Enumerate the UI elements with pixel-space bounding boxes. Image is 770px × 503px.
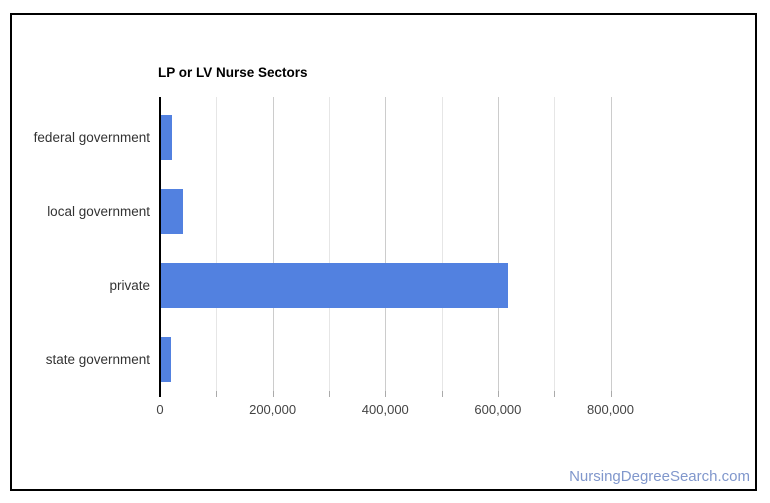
x-tick-label: 400,000 [361, 402, 409, 417]
x-axis-tick [441, 391, 443, 397]
x-axis-tick [497, 391, 499, 397]
major-gridline [610, 97, 612, 391]
bar-state-government[interactable] [161, 337, 172, 382]
x-axis-tick [554, 391, 556, 397]
x-axis-tick [216, 391, 218, 397]
category-label: local government [47, 203, 150, 219]
x-axis-tick [328, 391, 330, 397]
category-label: federal government [33, 129, 150, 145]
x-tick-label: 0 [156, 402, 164, 417]
watermark: NursingDegreeSearch.com [569, 468, 750, 485]
bar-private[interactable] [161, 263, 509, 308]
minor-gridline [328, 97, 330, 391]
minor-gridline [216, 97, 218, 391]
major-gridline [385, 97, 387, 391]
major-gridline [497, 97, 499, 391]
bar-federal-government[interactable] [161, 115, 173, 160]
bar-local-government[interactable] [161, 189, 183, 234]
x-tick-label: 200,000 [249, 402, 297, 417]
minor-gridline [441, 97, 443, 391]
major-gridline [272, 97, 274, 391]
x-tick-label: 800,000 [587, 402, 634, 417]
x-axis-tick [385, 391, 387, 397]
minor-gridline [554, 97, 556, 391]
x-tick-label: 600,000 [474, 402, 522, 417]
chart-title: LP or LV Nurse Sectors [158, 65, 308, 80]
category-label: private [109, 277, 150, 293]
x-axis-tick [610, 391, 612, 397]
x-axis-tick [272, 391, 274, 397]
chart-frame [10, 13, 757, 491]
category-label: state government [45, 351, 150, 367]
